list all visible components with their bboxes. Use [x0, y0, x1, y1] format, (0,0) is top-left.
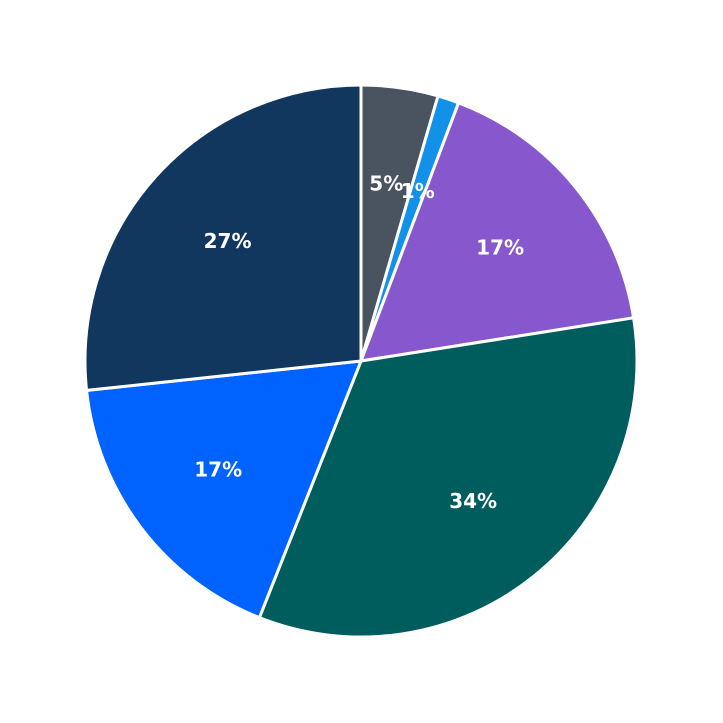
pie-slice-4 [84, 359, 364, 620]
pie-slice-2 [358, 100, 636, 363]
slice-label-5: 27% [204, 229, 252, 253]
pie-slice-3 [257, 316, 639, 639]
slice-label-4: 17% [194, 458, 242, 482]
slice-label-2: 17% [476, 236, 524, 260]
slice-label-0: 5% [369, 171, 403, 195]
pie-slice-5 [83, 83, 363, 393]
slice-label-1: 1% [401, 179, 435, 203]
slice-label-3: 34% [449, 489, 497, 513]
